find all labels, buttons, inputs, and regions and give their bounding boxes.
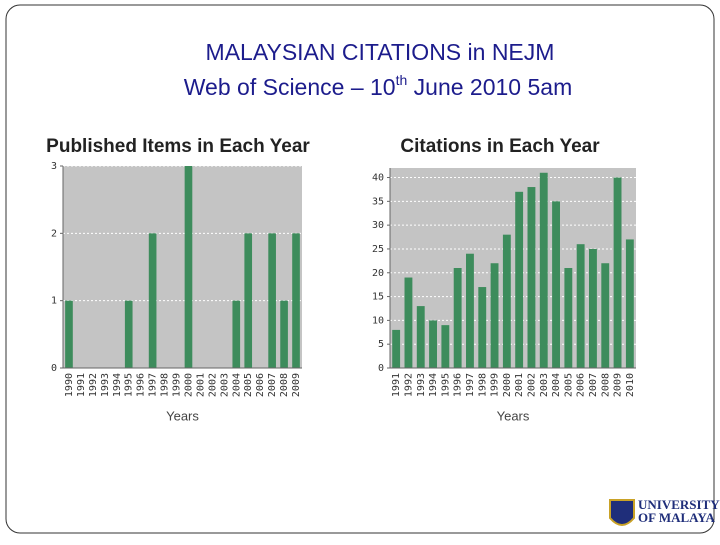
- x-tick-label: 1996: [453, 373, 464, 397]
- x-tick-label: 1991: [391, 373, 402, 397]
- bar: [515, 191, 524, 368]
- bar: [625, 239, 634, 368]
- x-tick-label: 1991: [76, 373, 87, 397]
- subtitle-superscript: th: [396, 72, 408, 88]
- bar: [466, 253, 474, 368]
- slide-title: MALAYSIAN CITATIONS in NEJM: [206, 39, 555, 65]
- bar: [148, 233, 157, 368]
- x-tick-label: 2000: [183, 373, 194, 397]
- x-tick-label: 1997: [148, 373, 159, 397]
- x-tick-label: 1990: [64, 373, 75, 397]
- bar: [539, 172, 548, 368]
- bar: [184, 166, 193, 368]
- x-axis-label: Years: [497, 408, 530, 423]
- x-tick-label: 2003: [539, 373, 550, 397]
- y-tick-label: 2: [51, 228, 57, 239]
- x-tick-label: 2005: [243, 373, 254, 397]
- bar: [268, 233, 276, 368]
- y-tick-label: 35: [372, 196, 384, 207]
- y-tick-label: 30: [372, 220, 384, 231]
- logo-text: OF MALAYA: [638, 510, 716, 525]
- x-tick-label: 2008: [279, 373, 290, 397]
- x-tick-label: 2004: [231, 373, 242, 397]
- y-tick-label: 0: [378, 363, 384, 374]
- bar: [429, 320, 437, 368]
- y-tick-label: 5: [378, 339, 384, 350]
- x-axis-label: Years: [166, 408, 199, 423]
- bar: [601, 263, 610, 368]
- bar: [441, 325, 450, 368]
- x-tick-label: 2008: [600, 373, 611, 397]
- x-tick-label: 2002: [207, 373, 218, 397]
- y-tick-label: 25: [372, 244, 384, 255]
- y-tick-label: 1: [51, 296, 57, 307]
- bar: [232, 300, 241, 368]
- x-tick-label: 1998: [160, 373, 171, 397]
- y-tick-label: 0: [51, 363, 57, 374]
- x-tick-label: 2009: [291, 373, 302, 397]
- plot-area: [63, 166, 302, 368]
- bar: [613, 177, 622, 368]
- bar: [564, 268, 573, 368]
- bar: [280, 300, 288, 368]
- bar: [576, 244, 585, 368]
- subtitle-part: June 2010 5am: [407, 74, 572, 100]
- chart-title: Published Items in Each Year: [46, 136, 310, 157]
- y-tick-label: 3: [51, 161, 57, 172]
- bar: [65, 300, 73, 368]
- subtitle-part: Web of Science – 10: [184, 74, 396, 100]
- y-tick-label: 10: [372, 315, 384, 326]
- x-tick-label: 2006: [576, 373, 587, 397]
- x-tick-label: 2001: [514, 373, 525, 397]
- x-tick-label: 2001: [195, 373, 206, 397]
- y-tick-label: 20: [372, 268, 384, 279]
- y-tick-label: 40: [372, 173, 384, 184]
- x-tick-label: 2003: [219, 373, 230, 397]
- bar: [124, 300, 133, 368]
- bar: [392, 329, 401, 368]
- bar: [292, 233, 300, 368]
- bar: [478, 287, 487, 368]
- x-tick-label: 1997: [465, 373, 476, 397]
- x-tick-label: 1998: [477, 373, 488, 397]
- plot-area: [390, 168, 636, 368]
- slide-subtitle: Web of Science – 10th June 2010 5am: [184, 72, 572, 100]
- x-tick-label: 2007: [267, 373, 278, 397]
- bar: [244, 233, 253, 368]
- x-tick-label: 2000: [502, 373, 513, 397]
- x-tick-label: 2007: [588, 373, 599, 397]
- bar: [404, 277, 413, 368]
- x-tick-label: 1993: [100, 373, 111, 397]
- x-tick-label: 1992: [88, 373, 99, 397]
- x-tick-label: 1994: [112, 373, 123, 397]
- x-tick-label: 2002: [526, 373, 537, 397]
- x-tick-label: 2006: [255, 373, 266, 397]
- x-tick-label: 2009: [613, 373, 624, 397]
- logo-crest: [609, 499, 635, 526]
- x-tick-label: 1994: [428, 373, 439, 397]
- logo-text: UNIVERSITY: [638, 497, 720, 512]
- bar: [453, 268, 462, 368]
- x-tick-label: 1993: [416, 373, 427, 397]
- x-tick-label: 1995: [124, 373, 135, 397]
- x-tick-label: 1999: [490, 373, 501, 397]
- x-tick-label: 2005: [563, 373, 574, 397]
- x-tick-label: 1999: [172, 373, 183, 397]
- bar: [552, 201, 560, 368]
- bar: [416, 306, 425, 368]
- bar: [502, 234, 511, 368]
- x-tick-label: 1995: [440, 373, 451, 397]
- x-tick-label: 2004: [551, 373, 562, 397]
- bar: [490, 263, 499, 368]
- bar: [589, 248, 597, 368]
- y-tick-label: 15: [372, 292, 384, 303]
- x-tick-label: 2010: [625, 373, 636, 397]
- bar: [527, 187, 536, 368]
- chart-title: Citations in Each Year: [400, 136, 600, 157]
- slide-frame: [5, 4, 715, 534]
- x-tick-label: 1996: [136, 373, 147, 397]
- x-tick-label: 1992: [403, 373, 414, 397]
